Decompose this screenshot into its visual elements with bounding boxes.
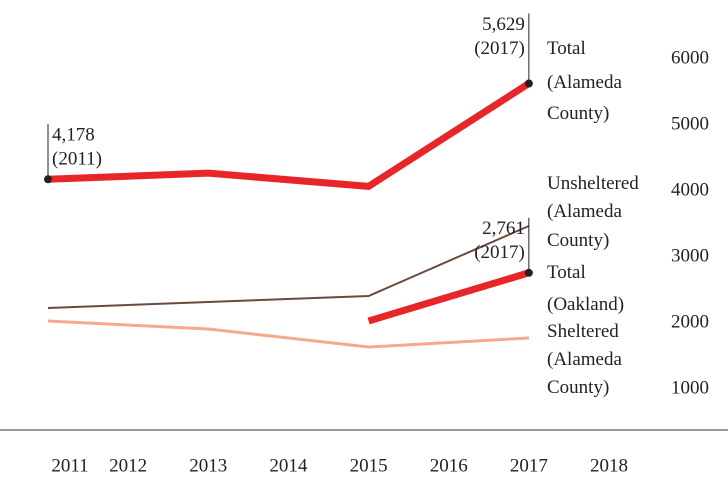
x-tick-label: 2015 <box>350 455 388 476</box>
series-label-line: Total <box>547 38 591 59</box>
series-label-line: Sheltered <box>547 321 624 342</box>
value-label: 5,629 <box>482 14 525 35</box>
x-tick-label: 2012 <box>109 455 147 476</box>
x-tick-label: 2011 <box>51 455 88 476</box>
series-label-line: Total <box>547 262 591 283</box>
series-line <box>47 319 529 349</box>
series-label: Sheltered (Alameda County) <box>547 321 627 398</box>
series-label-line: County) <box>547 377 609 398</box>
y-tick-label: 3000 <box>671 245 709 266</box>
value-label: 2,761 <box>482 218 525 239</box>
y-tick-label: 2000 <box>671 311 709 332</box>
y-tick-label: 4000 <box>671 179 709 200</box>
date-label: (2017) <box>474 38 525 59</box>
series-line <box>47 80 531 190</box>
x-tick-label: 2013 <box>189 455 227 476</box>
series-label: Total (Alameda County) <box>547 38 627 124</box>
series-label-line: (Alameda <box>547 72 627 93</box>
series-label-line: (Alameda <box>547 201 627 222</box>
date-label: (2011) <box>52 149 102 170</box>
date-label: (2017) <box>474 242 525 263</box>
series-label-line: (Alameda <box>547 349 627 370</box>
y-tick-label: 5000 <box>671 113 709 134</box>
series-line <box>47 225 530 310</box>
point <box>524 79 533 88</box>
point <box>44 175 52 184</box>
point <box>524 268 533 277</box>
y-tick-label: 1000 <box>671 377 709 398</box>
series-label-line: Unsheltered <box>547 173 644 194</box>
series-label-line: (Oakland) <box>547 294 624 315</box>
x-tick-label: 2016 <box>430 455 468 476</box>
series-label-line: County) <box>547 103 609 124</box>
value-label: 4,178 <box>52 125 95 146</box>
series-label: Total (Oakland) <box>547 262 624 315</box>
series-line <box>367 269 530 325</box>
x-tick-label: 2018 <box>590 455 628 476</box>
series-label: Unsheltered (Alameda County) <box>547 173 644 251</box>
y-tick-label: 6000 <box>671 47 709 68</box>
x-tick-label: 2017 <box>510 455 548 476</box>
series-label-line: County) <box>547 230 609 251</box>
x-tick-label: 2014 <box>269 455 308 476</box>
